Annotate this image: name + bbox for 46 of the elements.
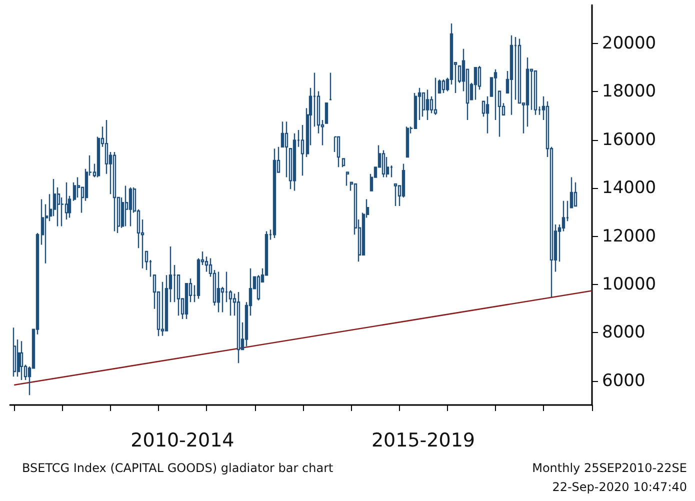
x-tick-label: 2015-2019 bbox=[371, 430, 476, 452]
text: BSETCG Index (CAPITAL GOODS) gladiator bar chart bbox=[22, 461, 334, 475]
y-tick-label: 10000 bbox=[602, 274, 656, 295]
candlestick bbox=[574, 182, 578, 207]
candlestick bbox=[184, 282, 188, 320]
candlestick bbox=[284, 121, 288, 178]
candlestick bbox=[300, 124, 304, 176]
candlestick bbox=[124, 185, 128, 227]
candlestick bbox=[494, 68, 498, 121]
candlestick bbox=[406, 126, 410, 158]
candlestick bbox=[438, 78, 442, 94]
candlestick bbox=[336, 136, 340, 168]
text: 22-Sep-2020 10:47:40 bbox=[552, 480, 687, 494]
candlestick bbox=[324, 102, 328, 124]
candlestick bbox=[328, 72, 332, 100]
candlestick bbox=[426, 88, 430, 121]
candlestick bbox=[534, 70, 538, 116]
y-tick-label: 18000 bbox=[602, 82, 656, 102]
candlestick bbox=[72, 182, 76, 202]
candlestick bbox=[422, 92, 426, 118]
candlestick bbox=[346, 172, 350, 186]
candlestick bbox=[292, 132, 296, 192]
candlestick bbox=[20, 340, 24, 381]
candlestick bbox=[474, 67, 478, 100]
candlestick bbox=[434, 77, 438, 116]
candlestick bbox=[112, 151, 116, 232]
x-tick-label: 2010-2014 bbox=[130, 430, 234, 452]
y-tick-label: 14000 bbox=[602, 178, 656, 198]
y-tick-label: 12000 bbox=[602, 226, 656, 246]
candlestick bbox=[486, 96, 490, 134]
candlestick bbox=[342, 158, 346, 168]
y-tick-label: 16000 bbox=[602, 130, 656, 150]
candlestick bbox=[510, 34, 514, 116]
text: Monthly 25SEP2010-22SE bbox=[532, 461, 687, 475]
candlestick bbox=[442, 78, 446, 94]
candlestick bbox=[272, 148, 276, 239]
y-tick-label: 8000 bbox=[602, 322, 646, 343]
candlestick bbox=[216, 271, 220, 313]
candlestick bbox=[570, 176, 574, 208]
candlestick bbox=[394, 183, 398, 207]
y-tick-label: 6000 bbox=[602, 370, 646, 391]
candlestick bbox=[236, 291, 240, 364]
y-tick-label: 20000 bbox=[602, 34, 656, 54]
candlestick bbox=[128, 186, 132, 227]
candlestick bbox=[12, 327, 16, 378]
candlestick bbox=[498, 90, 502, 138]
